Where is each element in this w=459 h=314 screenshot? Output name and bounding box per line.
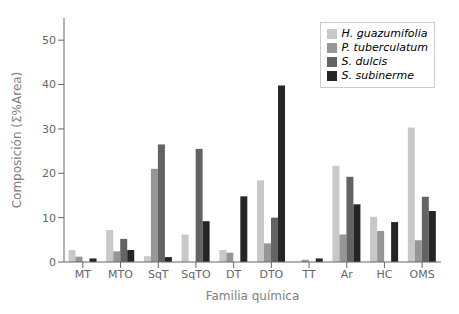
svg-text:DT: DT (226, 268, 241, 281)
svg-text:DTO: DTO (259, 268, 283, 281)
svg-text:SqT: SqT (148, 268, 169, 281)
html-text:P. tuberculatum: P. tuberculatum (341, 41, 428, 54)
svg-text:20: 20 (42, 167, 56, 180)
html-text:H. guazumifolia: H. guazumifolia (341, 27, 428, 40)
svg-text:OMS: OMS (410, 268, 435, 281)
svg-text:MTO: MTO (108, 268, 133, 281)
html-text:S. subinerme: S. subinerme (341, 69, 414, 82)
svg-text:TT: TT (301, 268, 316, 281)
svg-text:Composición (Σ%Area): Composición (Σ%Area) (10, 72, 24, 209)
svg-text:HC: HC (376, 268, 392, 281)
svg-text:30: 30 (42, 123, 56, 136)
svg-text:40: 40 (42, 78, 56, 91)
svg-text:Familia química: Familia química (206, 289, 300, 303)
svg-text:SqTO: SqTO (181, 268, 211, 281)
svg-text:10: 10 (42, 212, 56, 225)
svg-text:0: 0 (49, 256, 56, 269)
svg-text:MT: MT (75, 268, 91, 281)
html-text:S. dulcis: S. dulcis (341, 55, 388, 68)
svg-text:Ar: Ar (341, 268, 354, 281)
svg-text:50: 50 (42, 34, 56, 47)
